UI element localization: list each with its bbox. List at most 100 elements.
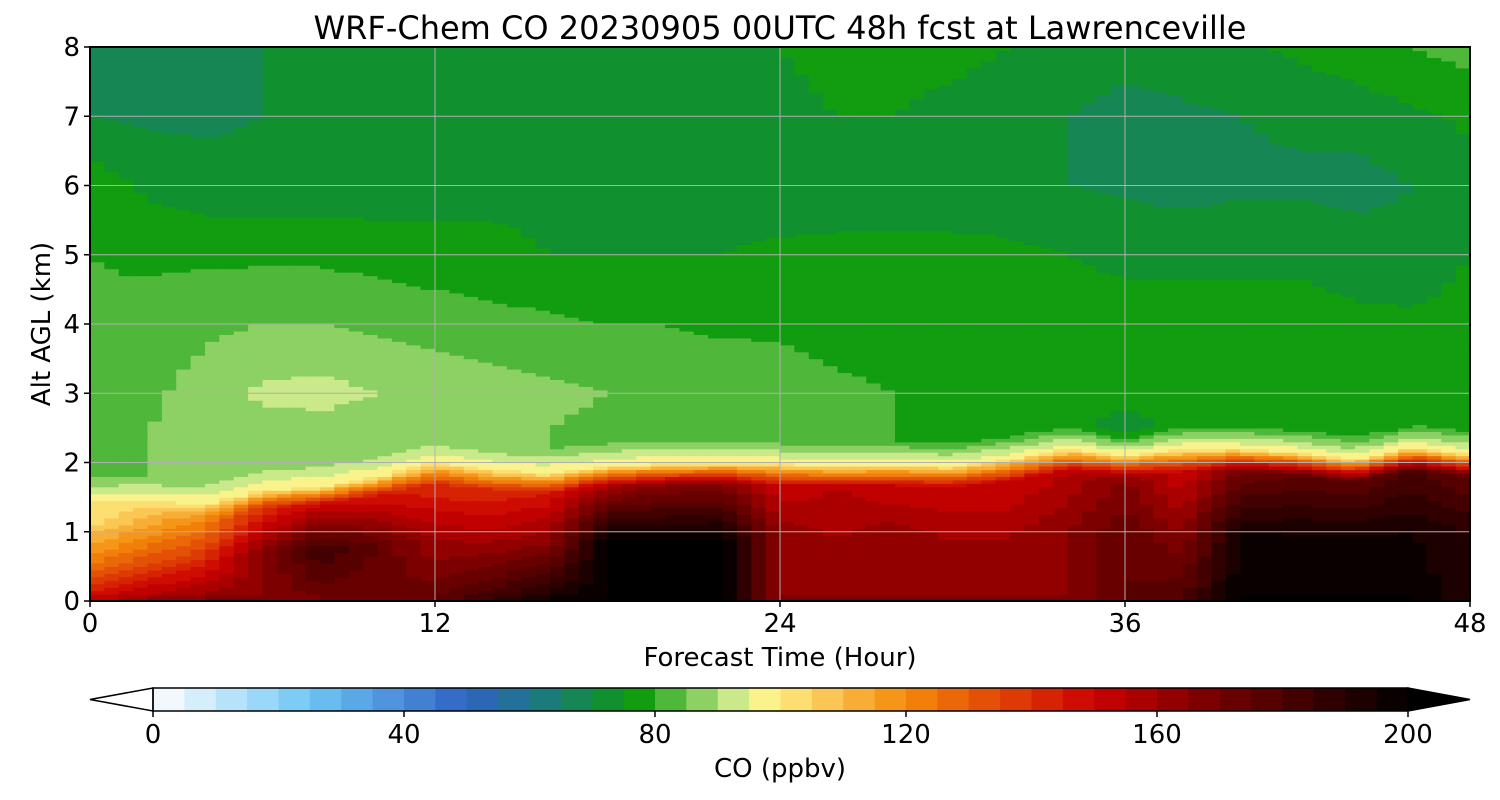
heatmap-cell (363, 330, 379, 335)
heatmap-cell (305, 199, 321, 204)
heatmap-cell (205, 327, 220, 332)
heatmap-cell (176, 285, 192, 290)
heatmap-cell (262, 448, 278, 453)
heatmap-cell (90, 185, 105, 190)
heatmap-cell (420, 587, 436, 592)
heatmap-cell (435, 272, 450, 277)
heatmap-cell (219, 549, 235, 554)
heatmap-cell (377, 420, 393, 426)
heatmap-cell (118, 182, 134, 187)
heatmap-cell (248, 407, 264, 412)
heatmap-cell (363, 223, 379, 228)
heatmap-cell (161, 119, 177, 124)
heatmap-cell (535, 497, 551, 502)
heatmap-cell (291, 171, 307, 176)
heatmap-cell (521, 105, 537, 110)
heatmap-cell (104, 233, 120, 239)
heatmap-cell (90, 500, 105, 505)
heatmap-cell (506, 330, 522, 335)
heatmap-cell (248, 372, 264, 377)
heatmap-cell (161, 102, 177, 107)
heatmap-cell (435, 573, 450, 578)
heatmap-cell (478, 324, 494, 329)
heatmap-cell (348, 407, 364, 412)
heatmap-cell (276, 306, 292, 311)
heatmap-cell (176, 566, 192, 571)
heatmap-cell (492, 171, 508, 176)
heatmap-cell (363, 514, 379, 519)
heatmap-cell (248, 57, 264, 62)
heatmap-cell (118, 431, 134, 436)
heatmap-cell (233, 119, 249, 124)
heatmap-cell (320, 53, 335, 58)
heatmap-cell (521, 389, 537, 394)
heatmap-cell (276, 573, 292, 578)
heatmap-cell (104, 310, 120, 315)
heatmap-cell (248, 434, 264, 439)
heatmap-cell (521, 410, 537, 415)
heatmap-cell (334, 285, 350, 290)
heatmap-cell (219, 590, 235, 595)
heatmap-cell (262, 524, 278, 529)
heatmap-cell (161, 182, 177, 187)
heatmap-cell (406, 365, 422, 370)
heatmap-cell (478, 583, 494, 588)
heatmap-cell (320, 133, 335, 138)
heatmap-cell (435, 220, 450, 225)
heatmap-cell (133, 389, 149, 394)
heatmap-cell (449, 587, 465, 592)
heatmap-cell (147, 78, 163, 83)
heatmap-cell (521, 431, 537, 436)
heatmap-cell (492, 490, 508, 495)
heatmap-cell (435, 227, 450, 232)
heatmap-cell (521, 590, 537, 595)
heatmap-cell (320, 493, 335, 498)
heatmap-cell (104, 292, 120, 297)
heatmap-cell (406, 375, 422, 380)
heatmap-cell (90, 317, 105, 322)
heatmap-cell (248, 157, 264, 162)
heatmap-cell (320, 254, 335, 259)
heatmap-cell (492, 261, 508, 266)
heatmap-cell (363, 303, 379, 308)
heatmap-cell (492, 133, 508, 138)
heatmap-cell (248, 53, 264, 58)
heatmap-cell (377, 188, 393, 194)
heatmap-cell (334, 78, 350, 83)
heatmap-cell (161, 465, 177, 471)
heatmap-cell (478, 448, 494, 453)
heatmap-cell (219, 272, 235, 277)
heatmap-cell (492, 299, 508, 304)
heatmap-cell (190, 47, 206, 52)
heatmap-cell (492, 320, 508, 325)
heatmap-cell (147, 95, 163, 100)
heatmap-cell (348, 459, 364, 464)
heatmap-cell (262, 137, 278, 142)
heatmap-cell (262, 206, 278, 211)
heatmap-cell (219, 182, 235, 187)
heatmap-cell (320, 524, 335, 529)
heatmap-cell (276, 64, 292, 69)
heatmap-cell (463, 247, 479, 252)
heatmap-cell (478, 81, 494, 86)
heatmap-cell (190, 382, 206, 387)
heatmap-cell (205, 452, 220, 457)
heatmap-cell (377, 285, 393, 290)
heatmap-cell (320, 81, 335, 86)
heatmap-cell (248, 535, 264, 540)
heatmap-cell (276, 472, 292, 477)
heatmap-cell (133, 119, 149, 124)
heatmap-cell (262, 327, 278, 332)
heatmap-cell (118, 365, 134, 370)
heatmap-cell (90, 452, 105, 457)
heatmap-cell (391, 213, 407, 218)
heatmap-cell (133, 206, 149, 211)
heatmap-cell (305, 580, 321, 585)
heatmap-cell (190, 317, 206, 322)
heatmap-cell (363, 469, 379, 474)
heatmap-cell (506, 310, 522, 315)
heatmap-cell (420, 185, 436, 190)
heatmap-cell (406, 278, 422, 284)
heatmap-cell (161, 372, 177, 377)
heatmap-cell (506, 334, 522, 339)
